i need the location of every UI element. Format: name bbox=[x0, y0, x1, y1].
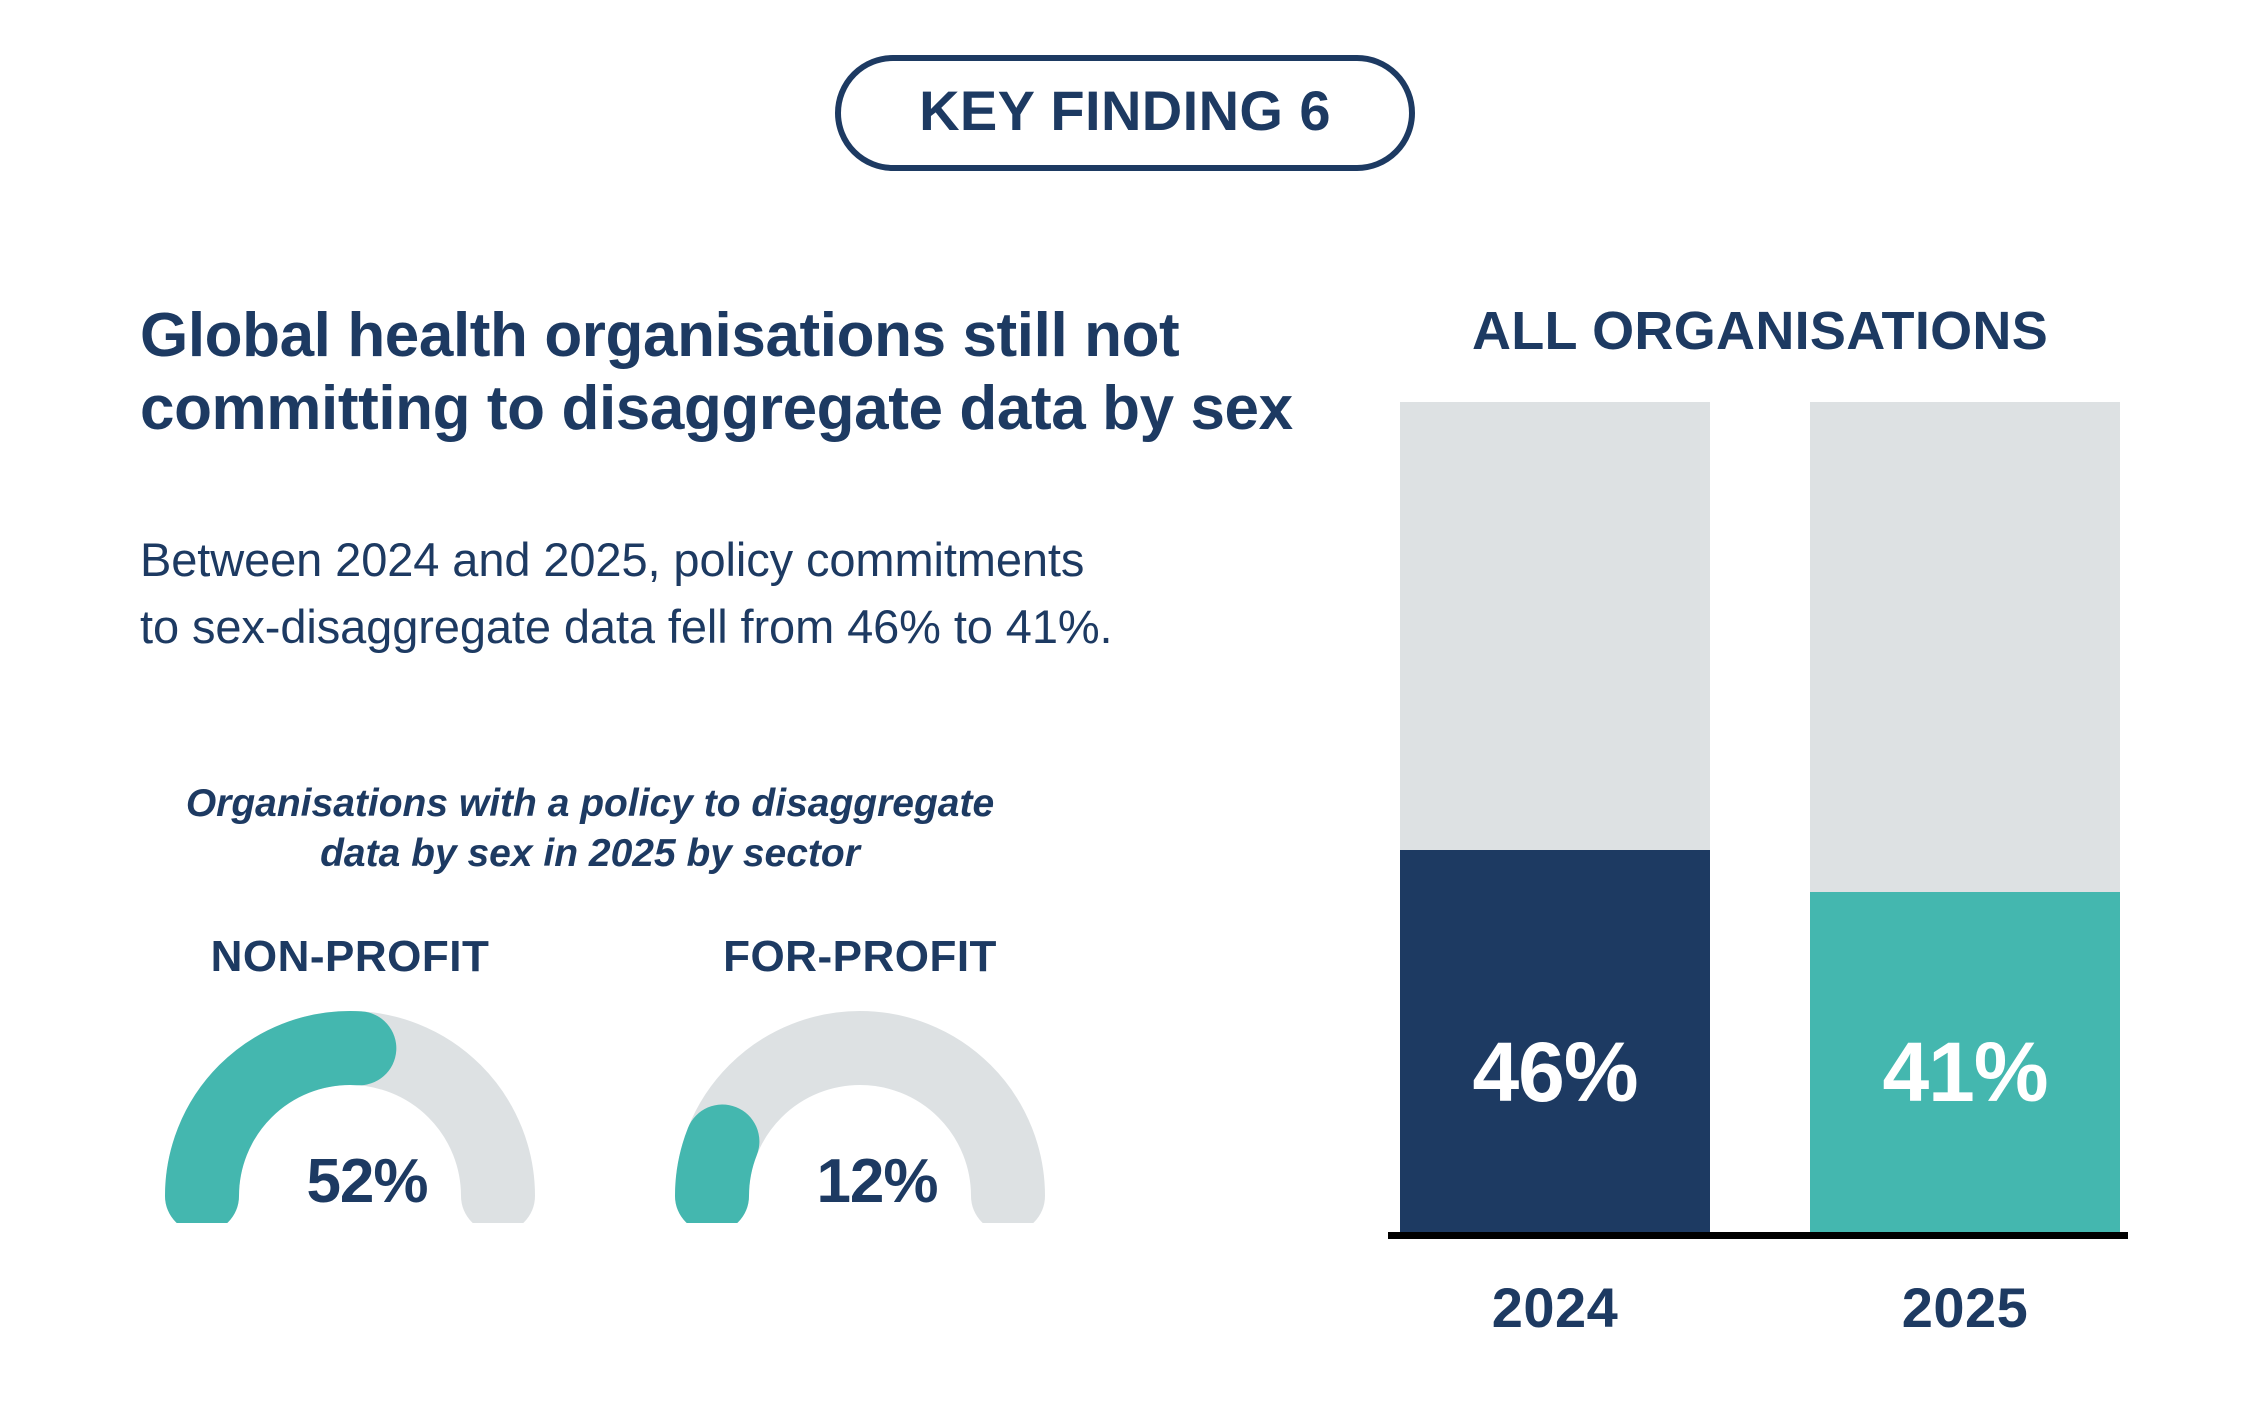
body-line-1: Between 2024 and 2025, policy commitment… bbox=[140, 533, 1085, 587]
bar-value-2025: 41% bbox=[1882, 1025, 2048, 1119]
bar-value-2024: 46% bbox=[1472, 1025, 1638, 1119]
chart-plot-area: 46% 41% bbox=[1400, 402, 2120, 1232]
bar-track-2024: 46% bbox=[1400, 402, 1710, 1232]
gauge-for-profit-label: FOR-PROFIT bbox=[723, 931, 997, 981]
gauge-value-arc bbox=[675, 1010, 1045, 1223]
gauge-non-profit: NON-PROFIT 52% bbox=[150, 932, 550, 1223]
gauge-for-profit: FOR-PROFIT 12% bbox=[660, 932, 1060, 1223]
chart-axis-line bbox=[1388, 1232, 2128, 1239]
chart-x-axis-labels: 2024 2025 bbox=[1400, 1275, 2120, 1340]
gauge-non-profit-value: 52% bbox=[306, 1146, 428, 1216]
gauge-caption-line-1: Organisations with a policy to disaggreg… bbox=[185, 781, 995, 825]
x-label-2024: 2024 bbox=[1491, 1276, 1619, 1339]
chart-title: ALL ORGANISATIONS bbox=[1471, 301, 2049, 361]
bar-fill-2025: 41% bbox=[1810, 891, 2120, 1232]
gauge-non-profit-figure: 52% bbox=[150, 1008, 550, 1223]
key-finding-badge: KEY FINDING 6 bbox=[835, 55, 1415, 171]
bar-fill-2024: 46% bbox=[1400, 850, 1710, 1232]
gauge-non-profit-svg bbox=[165, 1010, 535, 1223]
gauge-non-profit-label: NON-PROFIT bbox=[210, 931, 490, 981]
headline-line-2: committing to disaggregate data by sex bbox=[140, 373, 1293, 443]
bar-track-2025: 41% bbox=[1810, 402, 2120, 1232]
badge-container: KEY FINDING 6 bbox=[0, 55, 2250, 171]
gauge-section-caption: Organisations with a policy to disaggreg… bbox=[140, 779, 1040, 880]
gauge-for-profit-figure: 12% bbox=[660, 1008, 1060, 1223]
gauge-for-profit-value: 12% bbox=[816, 1146, 938, 1216]
headline-line-1: Global health organisations still not bbox=[140, 301, 1180, 370]
gauge-for-profit-svg bbox=[675, 1010, 1045, 1223]
page-title: Global health organisations still not co… bbox=[140, 300, 1320, 445]
gauge-caption-line-2: data by sex in 2025 by sector bbox=[320, 832, 860, 876]
body-line-2: to sex-disaggregate data fell from 46% t… bbox=[140, 599, 1113, 653]
body-paragraph: Between 2024 and 2025, policy commitment… bbox=[140, 527, 1320, 660]
gauge-value-arc bbox=[165, 1010, 535, 1223]
left-column: Global health organisations still not co… bbox=[140, 300, 1320, 1223]
bar-chart: ALL ORGANISATIONS 46% 41% 2024 2025 bbox=[1388, 300, 2160, 1340]
gauge-chart-group: NON-PROFIT 52% FOR-PROFIT 12% bbox=[140, 932, 1320, 1223]
x-label-2025: 2025 bbox=[1901, 1276, 2029, 1339]
